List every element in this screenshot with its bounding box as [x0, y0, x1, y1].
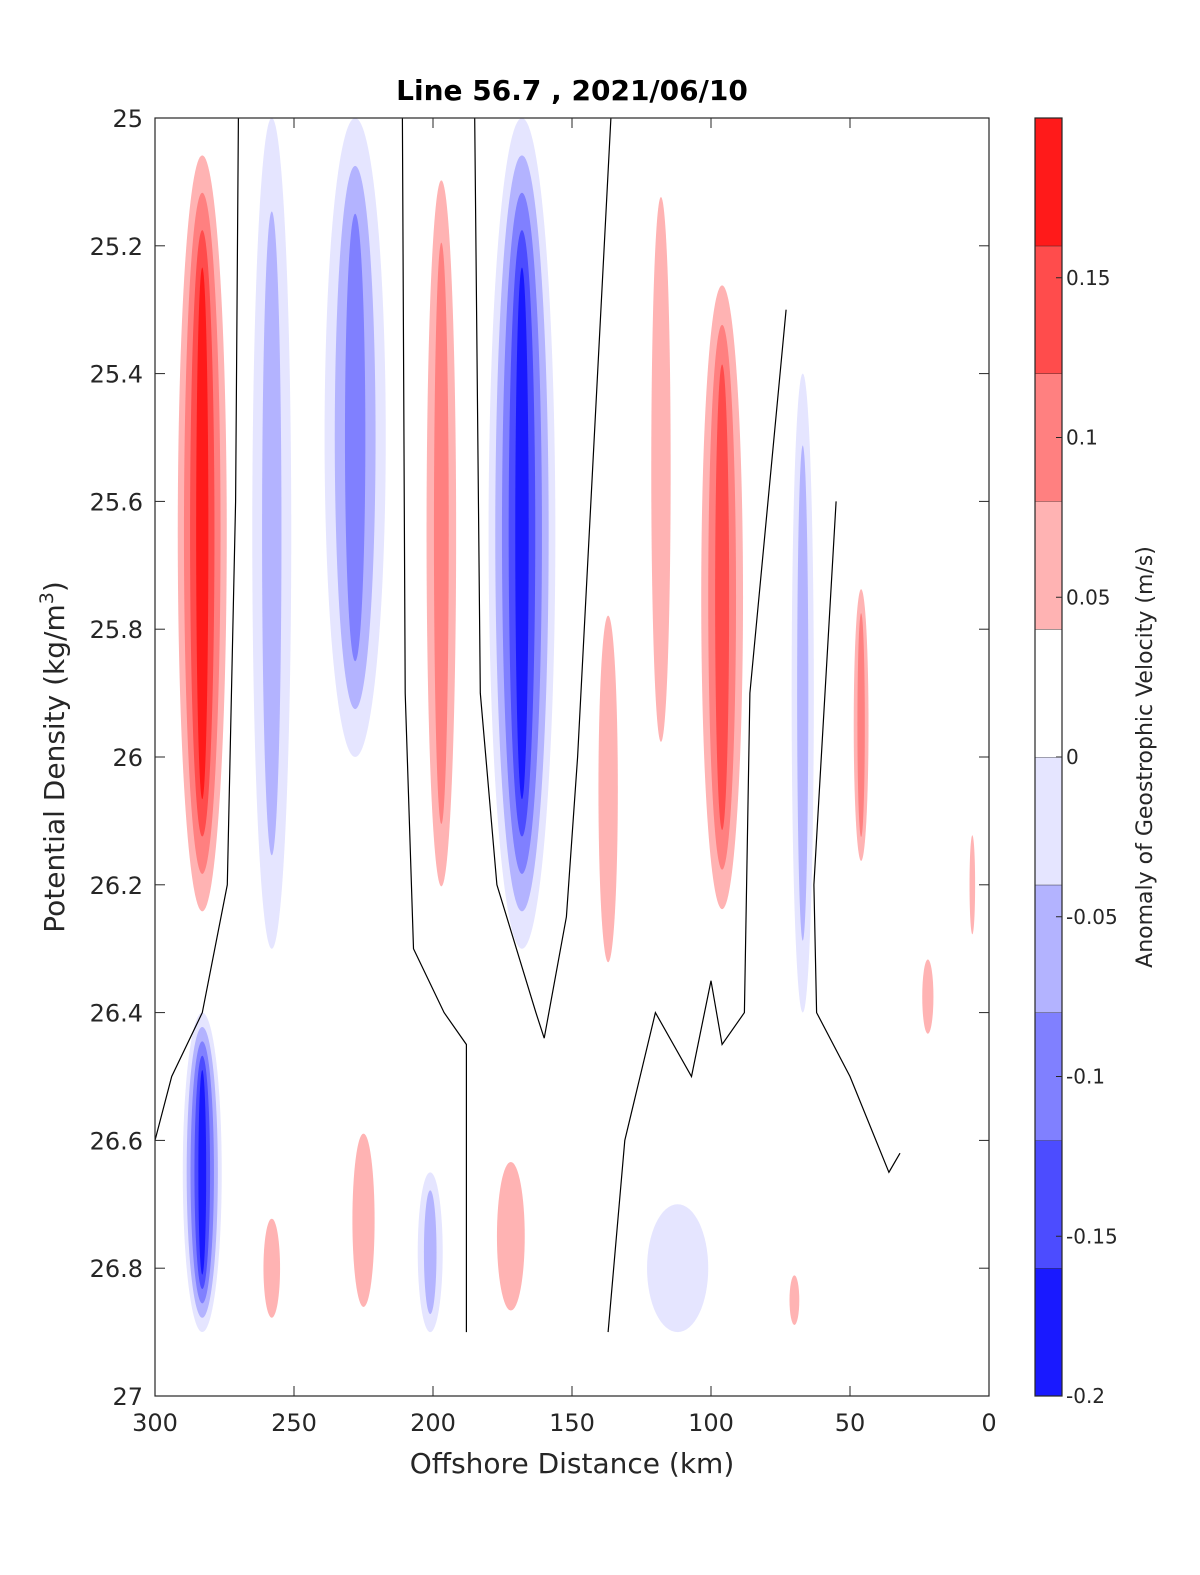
- anomaly-feature-8: [791, 373, 814, 1013]
- x-tick-label-300: 300: [132, 1409, 178, 1437]
- anomaly-band-2-3: [344, 213, 366, 662]
- x-tick-label-150: 150: [549, 1409, 595, 1437]
- anomaly-band-19-2: [789, 1275, 800, 1325]
- colorbar-tick-label--0.1: -0.1: [1066, 1065, 1105, 1089]
- chart-title: Line 56.7 , 2021/06/10: [396, 74, 748, 107]
- field-layer: [171, 118, 978, 1333]
- y-tick-label-26: 26: [112, 744, 143, 772]
- anomaly-band-7-4: [715, 364, 730, 831]
- anomaly-band-14-2: [352, 1133, 375, 1307]
- anomaly-feature-16: [417, 1172, 443, 1333]
- anomaly-feature-6: [641, 118, 681, 821]
- colorbar-tick-label--0.05: -0.05: [1066, 905, 1118, 929]
- anomaly-feature-13: [182, 1012, 222, 1333]
- zero-contour-line-5: [813, 501, 901, 1174]
- anomaly-feature-9: [850, 565, 873, 885]
- x-tick-label-250: 250: [271, 1409, 317, 1437]
- y-tick-label-25.8: 25.8: [90, 616, 143, 644]
- y-tick-label-25.4: 25.4: [90, 361, 143, 389]
- zero-contour-line-3: [474, 118, 612, 1039]
- y-axis-label-superscript: 3: [36, 592, 58, 604]
- anomaly-band-8-2: [797, 445, 809, 941]
- anomaly-feature-3: [252, 118, 292, 949]
- anomaly-feature-4: [419, 118, 464, 949]
- contour-layer: [155, 118, 901, 1333]
- anomaly-feature-12: [966, 820, 978, 949]
- plot-area: [155, 118, 989, 1396]
- colorbar-tick-label--0.15: -0.15: [1066, 1224, 1118, 1248]
- anomaly-band-5-5: [515, 267, 529, 800]
- y-tick-label-27: 27: [112, 1383, 143, 1411]
- anomaly-feature-19: [784, 1268, 805, 1333]
- colorbar-tick-label-0.05: 0.05: [1066, 585, 1111, 609]
- y-tick-label-25: 25: [112, 105, 143, 133]
- colorbar-level-7: [1035, 501, 1062, 630]
- anomaly-feature-10: [588, 565, 628, 1013]
- x-tick-label-100: 100: [688, 1409, 734, 1437]
- x-tick-label-200: 200: [410, 1409, 456, 1437]
- colorbar-tick-label-0.15: 0.15: [1066, 266, 1111, 290]
- y-tick-label-26.2: 26.2: [90, 872, 143, 900]
- anomaly-band-15-2: [263, 1218, 281, 1318]
- colorbar-level-1: [1035, 1268, 1062, 1396]
- x-tick-label-0: 0: [981, 1409, 996, 1437]
- anomaly-feature-18: [647, 1204, 709, 1333]
- anomaly-feature-11: [916, 948, 939, 1045]
- colorbar-level-2: [1035, 1140, 1062, 1269]
- colorbar-label: Anomaly of Geostrophic Velocity (m/s): [1133, 546, 1158, 968]
- anomaly-band-1-5: [196, 267, 209, 800]
- anomaly-band-12-2: [969, 835, 976, 935]
- zero-contour-line-2: [401, 118, 467, 1333]
- x-axis: 300 250 200 150 100 50 0: [132, 118, 997, 1437]
- y-tick-label-25.6: 25.6: [90, 488, 143, 516]
- colorbar-tick-label-0: 0: [1066, 745, 1079, 769]
- y-tick-label-25.2: 25.2: [90, 233, 143, 261]
- anomaly-band-3-2: [262, 211, 282, 856]
- y-axis-label: Potential Density (kg/m3): [36, 581, 71, 933]
- anomaly-band-9-3: [857, 613, 865, 837]
- colorbar-level-4: [1035, 884, 1062, 1013]
- anomaly-feature-2: [324, 118, 386, 757]
- y-axis-label-close: ): [38, 581, 71, 592]
- zero-contour-line-1: [155, 118, 239, 1141]
- anomaly-feature-17: [483, 1140, 539, 1333]
- colorbar-level-5: [1035, 757, 1062, 885]
- colorbar-level-10: [1035, 118, 1062, 246]
- y-axis-label-text: Potential Density (kg/m: [38, 604, 71, 933]
- x-axis-label: Offshore Distance (km): [410, 1447, 735, 1480]
- anomaly-band-17-2: [496, 1161, 525, 1311]
- anomaly-band-18-1: [647, 1204, 709, 1333]
- colorbar-ticks: -0.2 -0.15 -0.1 -0.05 0 0.05 0.1 0.15: [1056, 266, 1118, 1408]
- anomaly-feature-7: [694, 245, 750, 949]
- y-tick-label-26.6: 26.6: [90, 1127, 143, 1155]
- x-tick-label-50: 50: [835, 1409, 866, 1437]
- anomaly-feature-14: [341, 1108, 386, 1333]
- anomaly-feature-5: [488, 118, 556, 949]
- anomaly-band-4-3: [433, 242, 449, 825]
- anomaly-band-11-2: [922, 959, 934, 1034]
- anomaly-band-10-2: [598, 615, 618, 963]
- anomaly-band-16-2: [423, 1190, 437, 1315]
- anomaly-band-6-2: [651, 197, 671, 742]
- y-tick-label-26.8: 26.8: [90, 1255, 143, 1283]
- anomaly-band-13-5: [198, 1070, 207, 1275]
- colorbar-level-6: [1035, 629, 1062, 757]
- anomaly-feature-15: [255, 1204, 289, 1333]
- colorbar-level-9: [1035, 245, 1062, 374]
- y-axis: 25 25.2 25.4 25.6 25.8 26 26.2 26.4 26.6 26.8 27: [90, 105, 989, 1411]
- colorbar-tick-label-0.1: 0.1: [1066, 426, 1098, 450]
- anomaly-feature-1: [171, 118, 233, 949]
- colorbar-tick-label--0.2: -0.2: [1066, 1384, 1105, 1408]
- zero-contour-line-4: [607, 309, 787, 1333]
- y-tick-label-26.4: 26.4: [90, 1000, 143, 1028]
